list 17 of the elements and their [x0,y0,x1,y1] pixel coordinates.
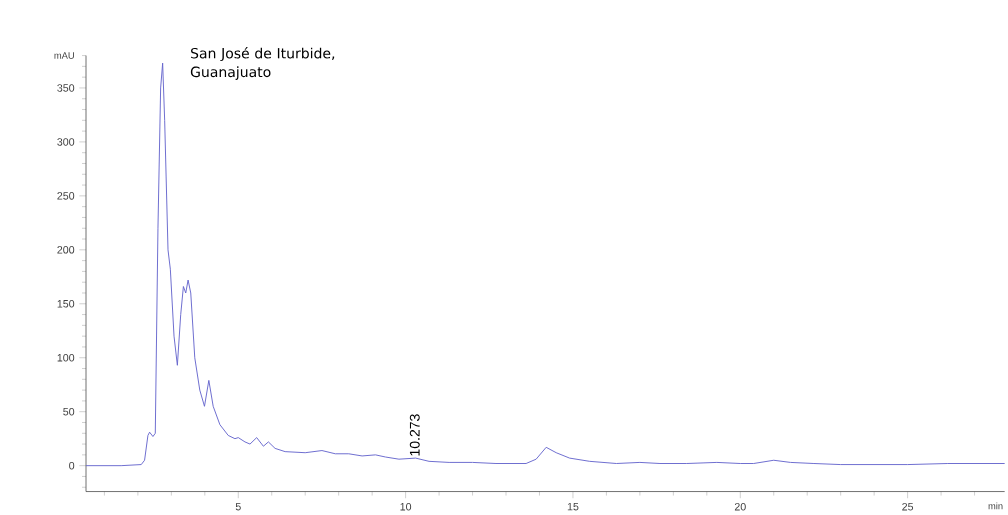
chart-title: San José de Iturbide, Guanajuato [190,47,335,81]
y-tick-label: 50 [63,408,75,416]
y-tick-label: 0 [69,462,75,470]
y-axis-title: mAU [54,52,74,59]
x-tick-label: 25 [902,503,914,511]
y-tick-label: 200 [57,246,75,254]
y-tick-label: 150 [57,300,75,308]
y-tick-label: 100 [57,354,75,362]
x-tick-label: 15 [567,503,579,511]
y-tick-label: 300 [57,138,75,146]
x-tick-label: 20 [734,503,746,511]
annotation: 10.273 [409,414,420,456]
x-axis-title: min [988,502,1003,510]
y-tick-label: 350 [57,84,75,92]
x-tick-label: 10 [400,503,412,511]
y-tick-label: 250 [57,192,75,200]
x-tick-label: 5 [235,503,241,511]
